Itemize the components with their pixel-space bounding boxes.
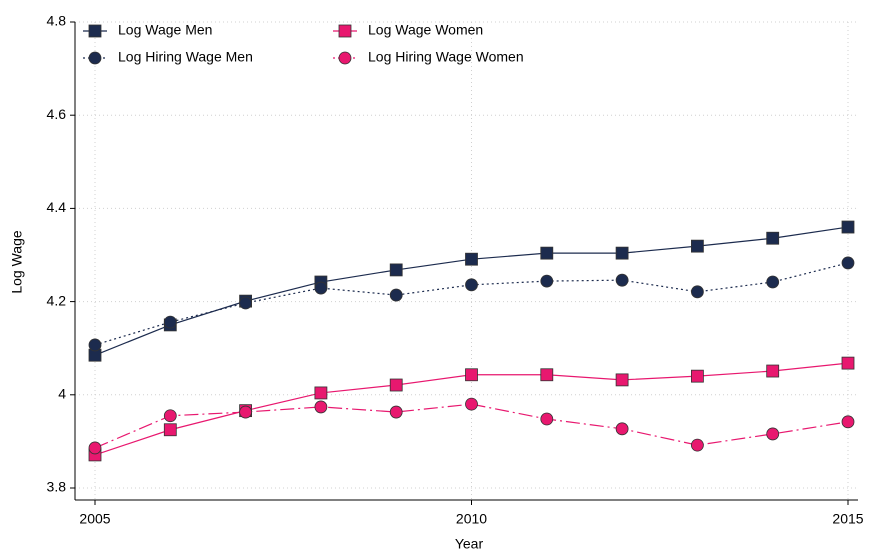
marker [841,220,855,234]
marker [691,438,704,452]
marker [841,356,855,370]
marker [163,409,177,423]
legend-label: Log Wage Men [118,22,212,38]
x-axis-label: Year [455,536,484,552]
marker [766,427,780,441]
marker [615,373,629,387]
legend-marker [88,51,102,65]
marker [389,263,403,277]
marker [540,246,554,260]
marker [389,405,403,419]
marker [841,415,855,429]
marker [540,368,554,382]
y-tick-label: 4.6 [47,106,67,122]
marker [691,285,704,299]
marker [239,405,253,419]
x-tick-label: 2010 [456,511,487,527]
marker [163,423,177,437]
marker [314,400,328,414]
y-tick-label: 4.2 [47,292,67,308]
legend-label: Log Wage Women [368,22,483,38]
legend-marker [338,51,352,65]
legend-label: Log Hiring Wage Women [368,49,524,65]
marker [691,239,704,253]
marker [691,369,704,383]
x-tick-label: 2005 [79,511,110,527]
marker [163,315,177,329]
marker [389,378,403,392]
legend-marker [338,24,352,38]
legend-marker [88,24,102,38]
x-tick-label: 2015 [832,511,863,527]
marker [540,274,554,288]
y-axis-label: Log Wage [9,230,25,294]
marker [88,441,102,455]
marker [615,422,629,436]
y-tick-label: 4.4 [47,199,67,215]
marker [465,252,478,266]
series-line [94,403,849,449]
marker [314,281,328,295]
marker [465,278,478,292]
marker [389,288,403,302]
marker [88,338,102,352]
marker [465,397,478,411]
marker [465,368,478,382]
marker [615,273,629,287]
marker [766,231,780,245]
y-tick-label: 3.8 [47,479,67,495]
marker [314,386,328,400]
marker [615,246,629,260]
y-tick-label: 4 [58,386,66,402]
marker [540,412,554,426]
marker [841,256,855,270]
marker [766,364,780,378]
series-line [94,262,849,346]
marker [766,275,780,289]
marker [239,296,253,310]
y-tick-label: 4.8 [47,13,67,29]
legend-label: Log Hiring Wage Men [118,49,253,65]
